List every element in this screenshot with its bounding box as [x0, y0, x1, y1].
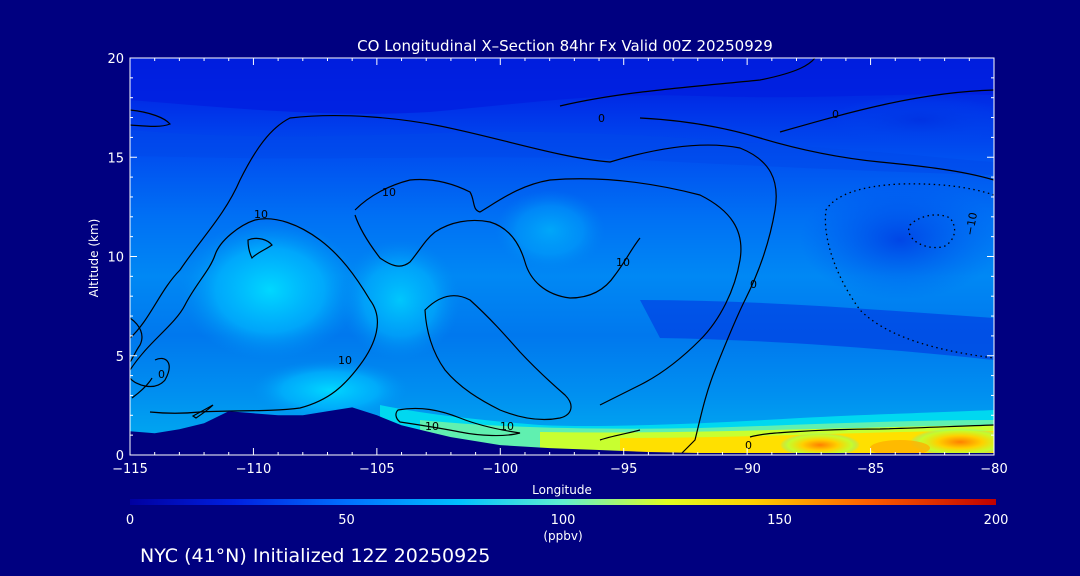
x-tick-label: −105	[359, 462, 395, 477]
colorbar-tick-label: 100	[551, 513, 576, 528]
y-tick-label: 0	[116, 449, 124, 464]
y-axis-label: Altitude (km)	[87, 219, 101, 298]
contour-label: 10	[500, 420, 514, 433]
chart-title: CO Longitudinal X–Section 84hr Fx Valid …	[357, 37, 773, 55]
contour-label: 0	[598, 112, 605, 125]
negative-contours	[824, 183, 994, 359]
x-tick-label: −115	[112, 462, 148, 477]
contour-label: 10	[425, 420, 439, 433]
contour-label: −10	[963, 211, 980, 236]
contour-label: 10	[616, 256, 630, 269]
contour-label-group: 10 10 10 10 10 10 0 0 0 0 0 −10	[158, 108, 980, 452]
x-tick-label: −100	[482, 462, 518, 477]
contour-label: 10	[254, 208, 268, 221]
contour-lines	[130, 58, 994, 455]
footer-caption: NYC (41°N) Initialized 12Z 20250925	[140, 545, 490, 567]
contour-label: 10	[338, 354, 352, 367]
y-tick-label: 20	[107, 52, 124, 67]
contour-label: 10	[382, 186, 396, 199]
x-tick-label: −80	[980, 462, 1007, 477]
x-tick-label: −85	[857, 462, 884, 477]
x-axis-label: Longitude	[532, 483, 592, 497]
colorbar-ticks: 0 50 100 150 200	[126, 513, 1009, 528]
colorbar-unit: (ppbv)	[543, 529, 582, 543]
terrain-mask	[130, 407, 994, 455]
contour-label: 0	[158, 368, 165, 381]
x-axis: −115 −110 −105 −100 −95 −90 −85 −80	[112, 58, 1008, 477]
y-tick-label: 15	[107, 151, 124, 166]
colorbar	[130, 499, 996, 505]
y-tick-label: 10	[107, 251, 124, 266]
colorbar-tick-label: 0	[126, 513, 134, 528]
contour-label: 0	[832, 108, 839, 121]
y-axis: 0 5 10 15 20	[107, 52, 994, 464]
x-tick-label: −95	[610, 462, 637, 477]
colorbar-tick-label: 200	[984, 513, 1009, 528]
y-tick-label: 5	[116, 350, 124, 365]
x-tick-label: −90	[733, 462, 760, 477]
plot-area	[130, 58, 994, 455]
contour-label: 0	[750, 278, 757, 291]
colorbar-tick-label: 150	[767, 513, 792, 528]
contour-label: 0	[745, 439, 752, 452]
x-tick-label: −110	[236, 462, 272, 477]
colorbar-tick-label: 50	[338, 513, 355, 528]
